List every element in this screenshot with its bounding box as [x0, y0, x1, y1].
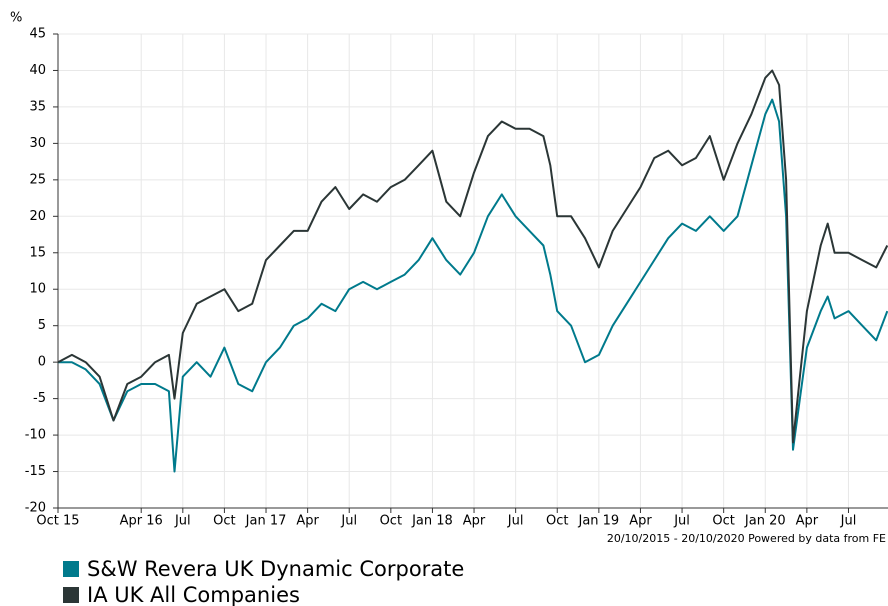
x-tick-label: Jul [174, 514, 191, 529]
series-line [58, 98, 888, 473]
x-tick-label: Apr 16 [120, 514, 163, 529]
x-tick-label: Jan 20 [744, 514, 786, 529]
y-tick-label: 25 [29, 172, 46, 187]
y-tick-label: 30 [29, 136, 46, 151]
legend-label: IA UK All Companies [87, 583, 300, 606]
legend-swatch [63, 561, 79, 577]
legend-label: S&W Revera UK Dynamic Corporate [87, 557, 464, 581]
x-tick-label: Jan 19 [577, 514, 619, 529]
x-tick-label: Jan 17 [245, 514, 287, 529]
y-tick-label: 0 [38, 355, 46, 370]
x-tick-label: Jul [340, 514, 357, 529]
x-tick-label: Apr [463, 514, 486, 529]
x-tick-label: Apr [796, 514, 819, 529]
plot-area [58, 69, 888, 473]
y-tick-label: -10 [25, 428, 46, 443]
y-tick-label: 15 [29, 245, 46, 260]
x-tick-label: Oct [213, 514, 235, 529]
x-tick-label: Oct [712, 514, 734, 529]
legend-swatch [63, 587, 79, 603]
y-axis-label: % [10, 11, 22, 26]
y-tick-label: 10 [29, 282, 46, 297]
x-tick-label: Jan 18 [411, 514, 453, 529]
x-tick-label: Apr [296, 514, 319, 529]
x-tick-label: Oct [546, 514, 568, 529]
y-tick-label: 45 [29, 27, 46, 42]
series-line [58, 69, 888, 444]
x-tick-label: Oct 15 [36, 514, 79, 529]
y-tick-label: -15 [25, 464, 46, 479]
footnote: 20/10/2015 - 20/10/2020 Powered by data … [607, 532, 886, 545]
x-tick-label: Jul [673, 514, 690, 529]
x-tick-label: Apr [629, 514, 652, 529]
x-tick-label: Oct [380, 514, 402, 529]
y-tick-label: 5 [38, 318, 46, 333]
y-tick-label: 35 [29, 99, 46, 114]
x-tick-label: Jul [507, 514, 524, 529]
y-tick-label: -20 [25, 501, 46, 516]
y-tick-label: 40 [29, 63, 46, 78]
y-tick-label: -5 [33, 391, 46, 406]
y-tick-label: 20 [29, 209, 46, 224]
x-tick-label: Jul [840, 514, 857, 529]
